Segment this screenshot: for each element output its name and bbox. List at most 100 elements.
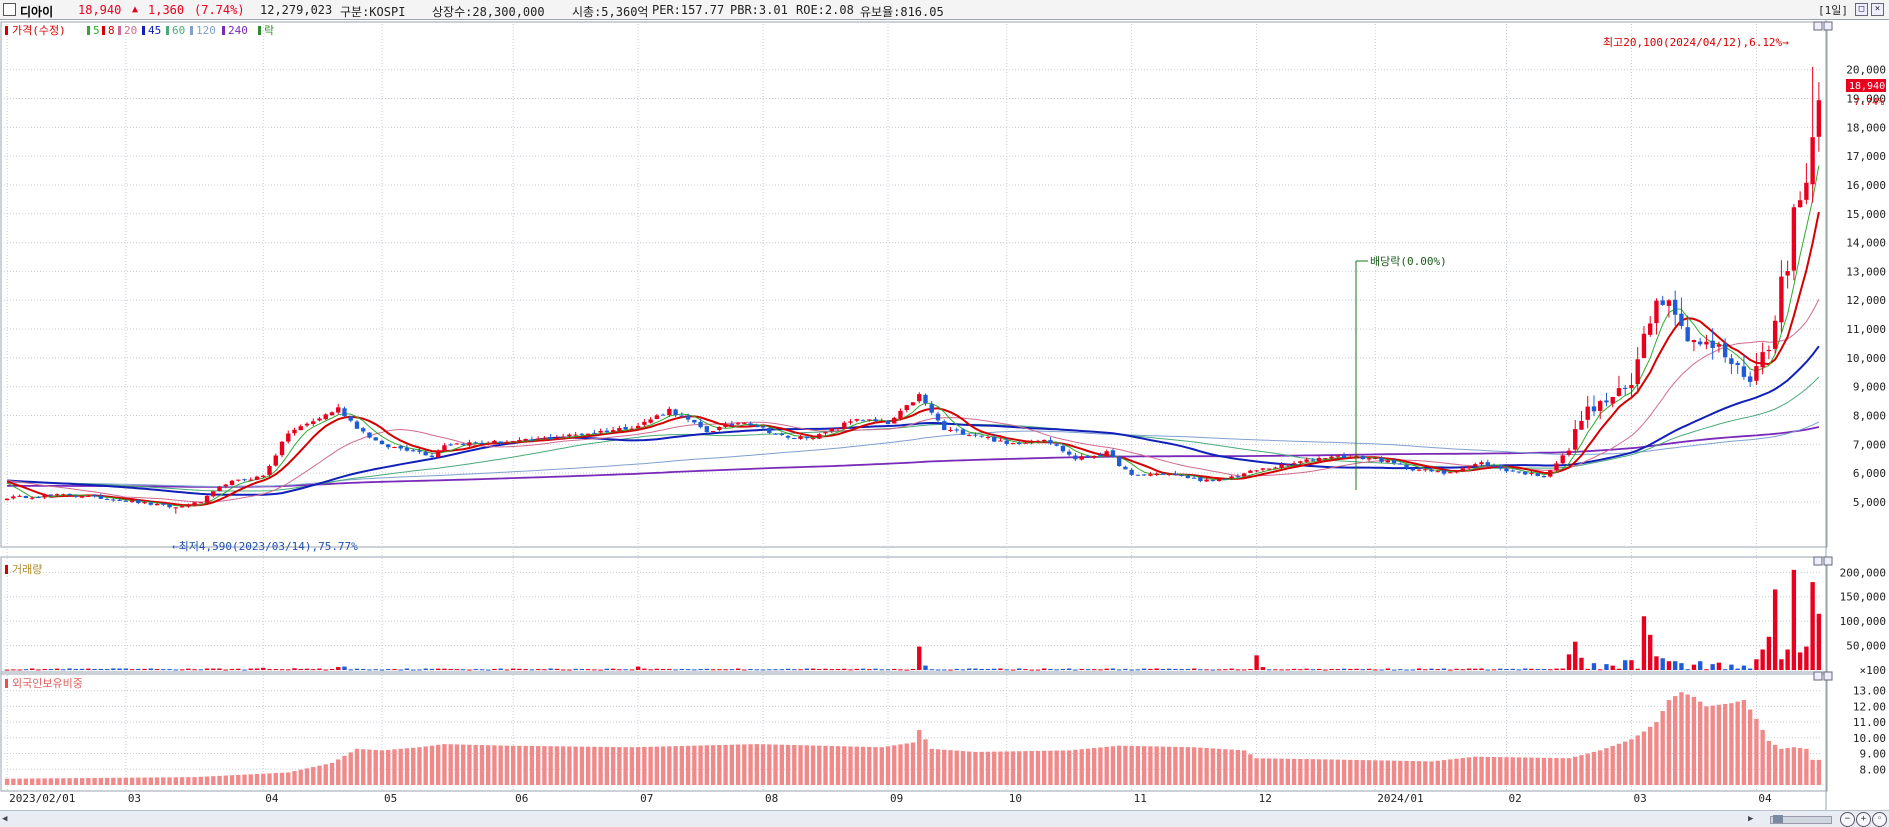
volume-bar [1291,668,1297,670]
chart-scrollbar[interactable]: ◀ ▶ − + ◦ [0,810,1889,827]
foreign-ratio-bar [1579,755,1584,785]
foreign-ratio-bar [1423,761,1428,785]
foreign-title-swatch [5,679,8,688]
foreign-ratio-bar [1379,760,1384,785]
price-y-tick: 7,000 [1853,438,1886,451]
candlesticks [4,66,1822,514]
volume-bar [42,668,47,670]
zoom-out-icon[interactable]: − [1840,812,1855,827]
foreign-ratio-bar [4,778,10,785]
candle-body [1029,441,1034,443]
scroll-track[interactable] [1770,816,1832,824]
foreign-ratio-bar [873,747,878,785]
candle-body [236,479,241,481]
volume-bar [704,668,710,670]
foreign-ratio-bar [1017,751,1022,785]
candle-body [1248,470,1253,473]
zoom-reset-icon[interactable]: ◦ [1872,812,1887,827]
volume-bar [1685,669,1690,671]
volume-bar [648,669,653,671]
foreign-ratio-bar [429,745,435,785]
candle-body [436,450,441,458]
candle-body [1079,456,1084,460]
candle-body [48,494,54,496]
foreign-ratio-bar [567,746,572,785]
volume-bar [973,668,978,670]
scroll-thumb[interactable] [1773,815,1783,823]
scroll-left-icon[interactable]: ◀ [2,814,8,824]
legend-swatch-price [5,26,8,35]
stock-chart[interactable]: 가격(수정) 5 8 20 45 60 120 240 락 20,000 19,0… [0,20,1889,810]
volume-bar [129,669,135,671]
candle-body [254,476,260,480]
scroll-right-icon[interactable]: ▶ [1748,814,1754,824]
foreign-ratio-bar [1535,757,1540,785]
candle-body [1091,456,1097,458]
candle-body [167,504,172,508]
maximize-icon[interactable]: □ [1855,3,1868,16]
foreign-ratio-bar [604,746,610,785]
foreign-ratio-bar [792,745,797,785]
foreign-ratio-bar [1429,761,1434,785]
foreign-ratio-bar [985,751,991,785]
volume-y-tick: 100,000 [1840,615,1886,628]
volume-bar [1516,669,1522,671]
foreign-ratio-bar [1541,757,1547,785]
volume-bar [373,669,378,671]
volume-bar [261,667,266,670]
volume-bar [417,669,422,671]
volume-bar [929,669,934,671]
x-tick-label: 12 [1259,792,1272,805]
volume-bar [1473,668,1478,670]
volume-bar [286,669,291,671]
volume-bar [248,668,253,670]
foreign-ratio-bar [1048,750,1053,785]
candle-body [635,425,641,429]
candle-body [1716,344,1722,347]
volume-bar [1435,669,1440,671]
window-icon[interactable] [3,3,16,16]
candle-body [1722,343,1728,358]
volume-bar [229,668,235,670]
volume-bar [1035,669,1041,671]
volume-bar [204,668,210,670]
candle-body [17,495,22,497]
candle-body [1054,444,1059,446]
period-button[interactable]: [1일] [1818,4,1848,17]
volume-bar [192,669,197,671]
panel-buttons[interactable] [1813,21,1833,681]
close-icon[interactable]: × [1871,3,1884,16]
volume-bar [804,668,809,670]
candle-body [1523,471,1528,475]
volume-y-tick: 200,000 [1840,566,1886,579]
volume-bar [1316,668,1322,670]
volume-bar [785,668,791,670]
volume-bar [942,669,947,671]
candle-body [1291,463,1297,465]
candle-body [560,436,566,438]
foreign-ratio-bar [386,749,391,785]
foreign-ratio-bar [729,744,735,785]
candle-body [817,434,822,439]
foreign-ratio-bar [361,749,366,785]
volume-bar [1672,661,1678,670]
foreign-ratio-bar [48,778,54,785]
volume-bar [1779,659,1784,670]
foreign-ratio-bar [667,746,672,785]
foreign-ratio-bar [1760,729,1765,785]
volume-panel-title: 거래량 [12,563,42,576]
foreign-ratio-bar [154,777,160,785]
foreign-ratio-bar [254,773,260,785]
candle-body [642,421,647,425]
candle-body [92,495,97,497]
volume-bar [523,669,528,671]
volume-bar [1729,664,1734,670]
volume-bar [379,669,385,671]
zoom-in-icon[interactable]: + [1856,812,1871,827]
foreign-ratio-bar [29,778,35,785]
candle-body [542,437,547,439]
ma240-line [7,426,1820,488]
candle-body [1741,366,1747,377]
foreign-ratio-bar [1029,751,1034,785]
candle-body [985,436,991,438]
